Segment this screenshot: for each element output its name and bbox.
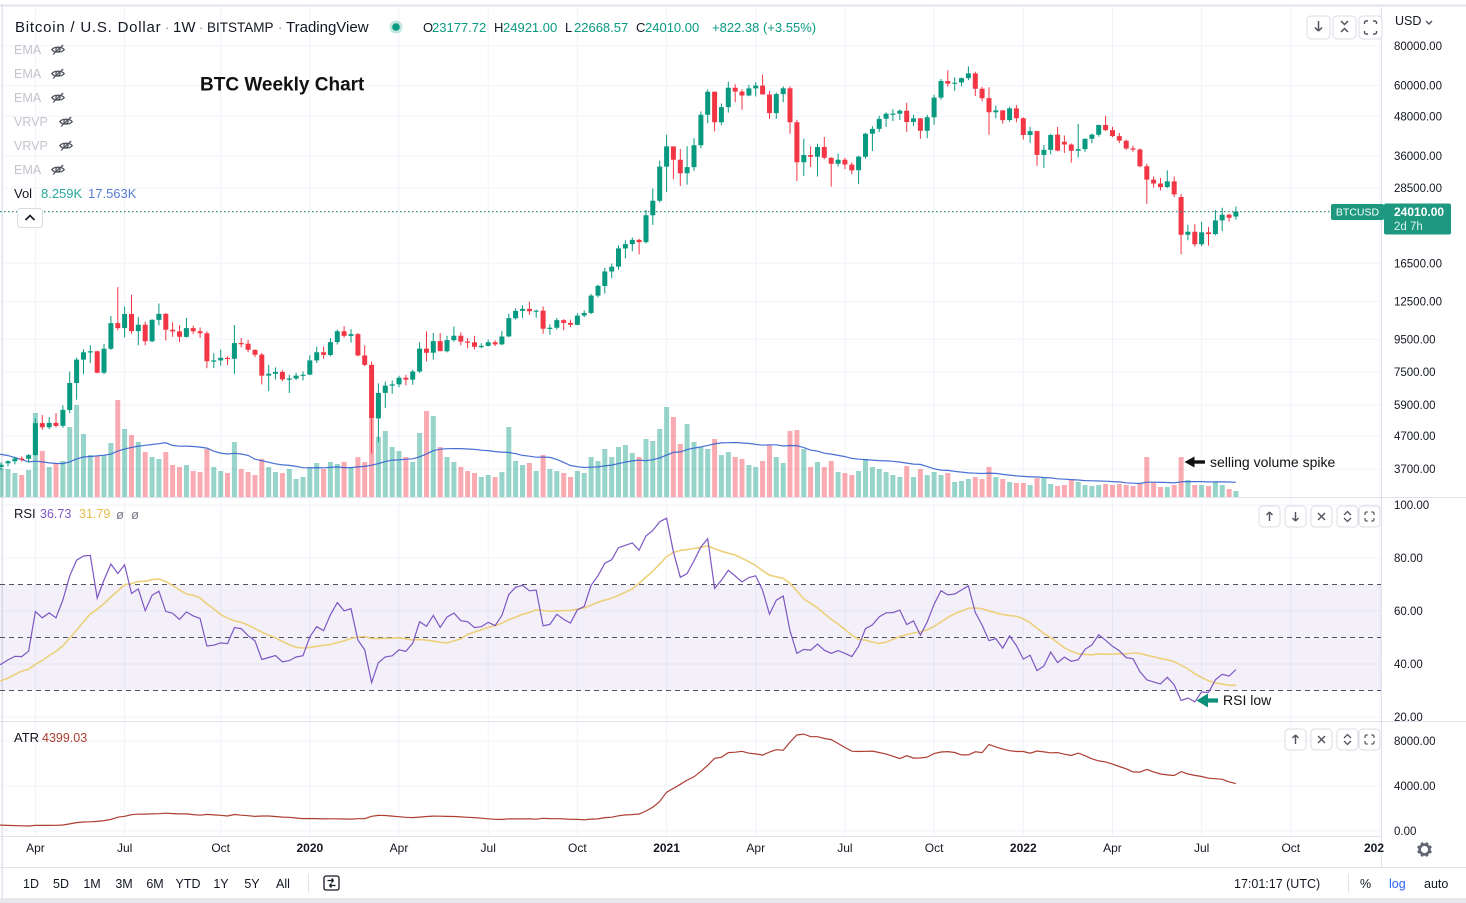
svg-text:17.563K: 17.563K [88, 186, 137, 201]
svg-text:8000.00: 8000.00 [1394, 736, 1436, 748]
svg-text:selling volume spike: selling volume spike [1210, 454, 1335, 470]
svg-text:7500.00: 7500.00 [1394, 367, 1436, 379]
svg-text:VRVP: VRVP [14, 139, 48, 153]
svg-text:+822.38 (+3.55%): +822.38 (+3.55%) [712, 20, 816, 35]
svg-text:1D: 1D [23, 877, 39, 891]
svg-text:1W: 1W [173, 19, 196, 36]
svg-text:36.73: 36.73 [40, 507, 71, 521]
svg-text:BITSTAMP: BITSTAMP [207, 20, 274, 35]
svg-text:28500.00: 28500.00 [1394, 183, 1442, 195]
svg-text:4399.03: 4399.03 [42, 731, 87, 745]
svg-text:VRVP: VRVP [14, 115, 48, 129]
svg-text:Jul: Jul [481, 841, 496, 855]
svg-text:60000.00: 60000.00 [1394, 81, 1442, 93]
svg-text:202: 202 [1364, 841, 1384, 855]
svg-text:2022: 2022 [1010, 841, 1037, 855]
svg-text:EMA: EMA [14, 43, 42, 57]
svg-text:5Y: 5Y [244, 877, 260, 891]
svg-text:O: O [423, 20, 433, 35]
svg-text:36000.00: 36000.00 [1394, 151, 1442, 163]
svg-text:log: log [1389, 877, 1406, 891]
svg-text:YTD: YTD [176, 877, 201, 891]
svg-text:22668.57: 22668.57 [574, 20, 628, 35]
svg-text:C: C [636, 20, 645, 35]
svg-text:Jul: Jul [837, 841, 852, 855]
svg-text:24010.00: 24010.00 [645, 20, 699, 35]
svg-text:1Y: 1Y [213, 877, 229, 891]
svg-text:BTCUSD: BTCUSD [1336, 207, 1380, 219]
svg-text:ø: ø [116, 507, 124, 522]
svg-text:5900.00: 5900.00 [1394, 400, 1436, 412]
svg-text:Jul: Jul [1194, 841, 1209, 855]
svg-text:80.00: 80.00 [1394, 553, 1423, 565]
svg-text:USD: USD [1395, 14, 1421, 28]
svg-text:·: · [278, 20, 282, 35]
svg-text:Apr: Apr [746, 841, 765, 855]
svg-text:BTC Weekly Chart: BTC Weekly Chart [200, 75, 365, 96]
svg-text:Oct: Oct [568, 841, 587, 855]
svg-text:23177.72: 23177.72 [432, 20, 486, 35]
svg-text:L: L [565, 20, 572, 35]
svg-text:40.00: 40.00 [1394, 659, 1423, 671]
svg-text:Vol: Vol [14, 186, 32, 201]
svg-text:60.00: 60.00 [1394, 606, 1423, 618]
svg-text:Oct: Oct [925, 841, 944, 855]
svg-text:Oct: Oct [211, 841, 230, 855]
svg-text:16500.00: 16500.00 [1394, 258, 1442, 270]
svg-text:2d 7h: 2d 7h [1394, 221, 1423, 233]
svg-text:8.259K: 8.259K [41, 186, 83, 201]
svg-text:24010.00: 24010.00 [1394, 205, 1444, 219]
svg-text:9500.00: 9500.00 [1394, 334, 1436, 346]
svg-text:TradingView: TradingView [286, 19, 369, 36]
svg-text:Apr: Apr [1103, 841, 1122, 855]
svg-text:5D: 5D [53, 877, 69, 891]
svg-text:ATR: ATR [14, 730, 39, 745]
svg-text:auto: auto [1424, 877, 1448, 891]
svg-text:100.00: 100.00 [1394, 500, 1429, 512]
svg-text:All: All [276, 877, 290, 891]
svg-text:6M: 6M [146, 877, 163, 891]
svg-text:RSI low: RSI low [1223, 692, 1272, 708]
svg-text:EMA: EMA [14, 91, 42, 105]
svg-text:ø: ø [131, 507, 139, 522]
svg-text:Apr: Apr [26, 841, 45, 855]
svg-text:1M: 1M [83, 877, 100, 891]
svg-text:17:01:17 (UTC): 17:01:17 (UTC) [1234, 877, 1320, 891]
svg-text:Oct: Oct [1281, 841, 1300, 855]
svg-text:2021: 2021 [653, 841, 680, 855]
svg-text:2020: 2020 [296, 841, 323, 855]
svg-text:Apr: Apr [390, 841, 409, 855]
svg-text:31.79: 31.79 [79, 507, 110, 521]
svg-text:4700.00: 4700.00 [1394, 431, 1436, 443]
svg-text:48000.00: 48000.00 [1394, 111, 1442, 123]
svg-text:12500.00: 12500.00 [1394, 297, 1442, 309]
svg-text:Jul: Jul [117, 841, 132, 855]
svg-text:24921.00: 24921.00 [503, 20, 557, 35]
svg-text:·: · [199, 20, 203, 35]
svg-text:EMA: EMA [14, 67, 42, 81]
svg-text:%: % [1360, 877, 1371, 891]
svg-text:20.00: 20.00 [1394, 712, 1423, 724]
svg-text:Bitcoin / U.S. Dollar: Bitcoin / U.S. Dollar [15, 19, 161, 36]
svg-text:3M: 3M [115, 877, 132, 891]
svg-text:3700.00: 3700.00 [1394, 464, 1436, 476]
svg-text:·: · [165, 20, 169, 35]
svg-text:80000.00: 80000.00 [1394, 41, 1442, 53]
svg-text:H: H [494, 20, 503, 35]
svg-text:EMA: EMA [14, 163, 42, 177]
svg-text:4000.00: 4000.00 [1394, 781, 1436, 793]
svg-text:0.00: 0.00 [1394, 826, 1416, 838]
svg-text:RSI: RSI [14, 506, 36, 521]
